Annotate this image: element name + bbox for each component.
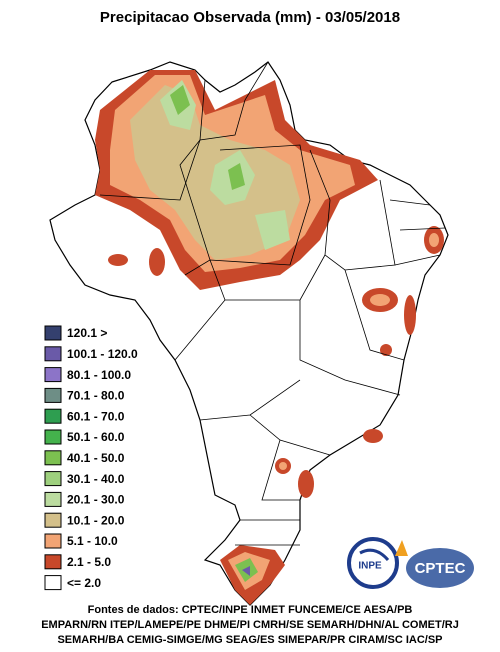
cptec-label: CPTEC [415, 560, 466, 577]
legend-swatch [44, 325, 62, 341]
legend-label: 20.1 - 30.0 [67, 493, 125, 507]
legend-swatch [44, 367, 62, 383]
legend-swatch [44, 512, 62, 528]
legend-label: 120.1 > [67, 326, 107, 340]
legend-swatch [44, 554, 62, 570]
legend-label: 100.1 - 120.0 [67, 347, 138, 361]
footer-line: SEMARH/BA CEMIG-SIMGE/MG SEAG/ES SIMEPAR… [57, 634, 442, 646]
footer-line: Fontes de dados: CPTEC/INPE INMET FUNCEM… [88, 604, 413, 616]
inpe-logo: INPE [347, 537, 408, 589]
legend-label: 70.1 - 80.0 [67, 389, 125, 403]
inpe-label: INPE [358, 561, 382, 572]
legend-label: 50.1 - 60.0 [67, 430, 125, 444]
legend-swatch [44, 387, 62, 403]
legend-swatch [44, 471, 62, 487]
footer-line: EMPARN/RN ITEP/LAMEPE/PE DHME/PI CMRH/SE… [41, 619, 459, 631]
precip-areas [95, 70, 444, 605]
cptec-logo: CPTEC [406, 548, 474, 588]
legend-label: 2.1 - 5.0 [67, 555, 111, 569]
map-title: Precipitacao Observada (mm) - 03/05/2018 [100, 9, 400, 26]
legend-label: 10.1 - 20.0 [67, 513, 125, 527]
footer: Fontes de dados: CPTEC/INPE INMET FUNCEM… [41, 604, 459, 646]
legend-label: <= 2.0 [67, 576, 101, 590]
legend-swatch [44, 346, 62, 362]
legend-swatch [44, 575, 62, 591]
legend-label: 80.1 - 100.0 [67, 368, 131, 382]
legend-label: 40.1 - 50.0 [67, 451, 125, 465]
legend-swatch [44, 429, 62, 445]
legend-swatch [44, 491, 62, 507]
legend-swatch [44, 408, 62, 424]
legend-label: 30.1 - 40.0 [67, 472, 125, 486]
legend: 120.1 > 100.1 - 120.0 80.1 - 100.0 70.1 - 8… [44, 325, 138, 591]
legend-label: 60.1 - 70.0 [67, 409, 125, 423]
legend-label: 5.1 - 10.0 [67, 534, 118, 548]
legend-swatch [44, 450, 62, 466]
state-borders [99, 61, 446, 546]
legend-swatch [44, 533, 62, 549]
